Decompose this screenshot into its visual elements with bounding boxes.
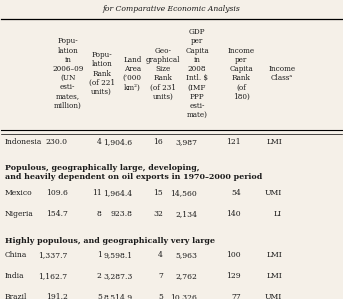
Text: UMI: UMI — [265, 293, 282, 299]
Text: Popu-
lation
in
2006–09
(UN
esti-
mates,
million): Popu- lation in 2006–09 (UN esti- mates,… — [52, 37, 83, 110]
Text: Mexico: Mexico — [5, 190, 33, 197]
Text: Geo-
graphical
Size
Rank
(of 231
units): Geo- graphical Size Rank (of 231 units) — [146, 47, 180, 100]
Text: 2: 2 — [97, 272, 102, 280]
Text: 4: 4 — [97, 138, 102, 146]
Text: 15: 15 — [153, 190, 163, 197]
Text: Land
Area
(’000
km²): Land Area (’000 km²) — [123, 56, 142, 91]
Text: Popu-
lation
Rank
(of 221
units): Popu- lation Rank (of 221 units) — [89, 51, 115, 96]
Text: Populous, geographically large, developing,
and heavily dependent on oil exports: Populous, geographically large, developi… — [5, 164, 262, 181]
Text: 121: 121 — [227, 138, 241, 146]
Text: 2,134: 2,134 — [175, 210, 197, 219]
Text: LMI: LMI — [266, 138, 282, 146]
Text: 10,326: 10,326 — [170, 293, 197, 299]
Text: LI: LI — [274, 210, 282, 219]
Text: Brazil: Brazil — [5, 293, 27, 299]
Text: 1,904.6: 1,904.6 — [103, 138, 132, 146]
Text: 1,162.7: 1,162.7 — [39, 272, 68, 280]
Text: LMI: LMI — [266, 251, 282, 259]
Text: 109.6: 109.6 — [46, 190, 68, 197]
Text: Highly populous, and geographically very large: Highly populous, and geographically very… — [5, 237, 215, 245]
Text: Nigeria: Nigeria — [5, 210, 34, 219]
Text: 77: 77 — [232, 293, 241, 299]
Text: 1: 1 — [97, 251, 102, 259]
Text: 1,964.4: 1,964.4 — [103, 190, 132, 197]
Text: India: India — [5, 272, 24, 280]
Text: 191.2: 191.2 — [46, 293, 68, 299]
Text: 923.8: 923.8 — [110, 210, 132, 219]
Text: LMI: LMI — [266, 272, 282, 280]
Text: 140: 140 — [227, 210, 241, 219]
Text: 14,560: 14,560 — [170, 190, 197, 197]
Text: 154.7: 154.7 — [46, 210, 68, 219]
Text: 32: 32 — [153, 210, 163, 219]
Text: 4: 4 — [158, 251, 163, 259]
Text: 5,963: 5,963 — [175, 251, 197, 259]
Text: Indonesia: Indonesia — [5, 138, 42, 146]
Text: 3,287.3: 3,287.3 — [103, 272, 132, 280]
Text: 230.0: 230.0 — [46, 138, 68, 146]
Text: GDP
per
Capita
in
2008
Intl. $
(IMF
PPP
esti-
mate): GDP per Capita in 2008 Intl. $ (IMF PPP … — [185, 28, 209, 119]
Text: 16: 16 — [153, 138, 163, 146]
Text: 1,337.7: 1,337.7 — [38, 251, 68, 259]
Text: 3,987: 3,987 — [175, 138, 197, 146]
Text: UMI: UMI — [265, 190, 282, 197]
Text: 2,762: 2,762 — [175, 272, 197, 280]
Text: for Comparative Economic Analysis: for Comparative Economic Analysis — [103, 5, 240, 13]
Text: Income
Classᵃ: Income Classᵃ — [269, 65, 296, 82]
Text: 129: 129 — [227, 272, 241, 280]
Text: 5: 5 — [158, 293, 163, 299]
Text: 100: 100 — [227, 251, 241, 259]
Text: 54: 54 — [232, 190, 241, 197]
Text: China: China — [5, 251, 27, 259]
Text: 8: 8 — [97, 210, 102, 219]
Text: 9,598.1: 9,598.1 — [103, 251, 132, 259]
Text: 7: 7 — [158, 272, 163, 280]
Text: 5: 5 — [97, 293, 102, 299]
Text: 11: 11 — [92, 190, 102, 197]
Text: Income
per
Capita
Rank
(of
180): Income per Capita Rank (of 180) — [228, 47, 255, 100]
Text: 8,514.9: 8,514.9 — [103, 293, 132, 299]
